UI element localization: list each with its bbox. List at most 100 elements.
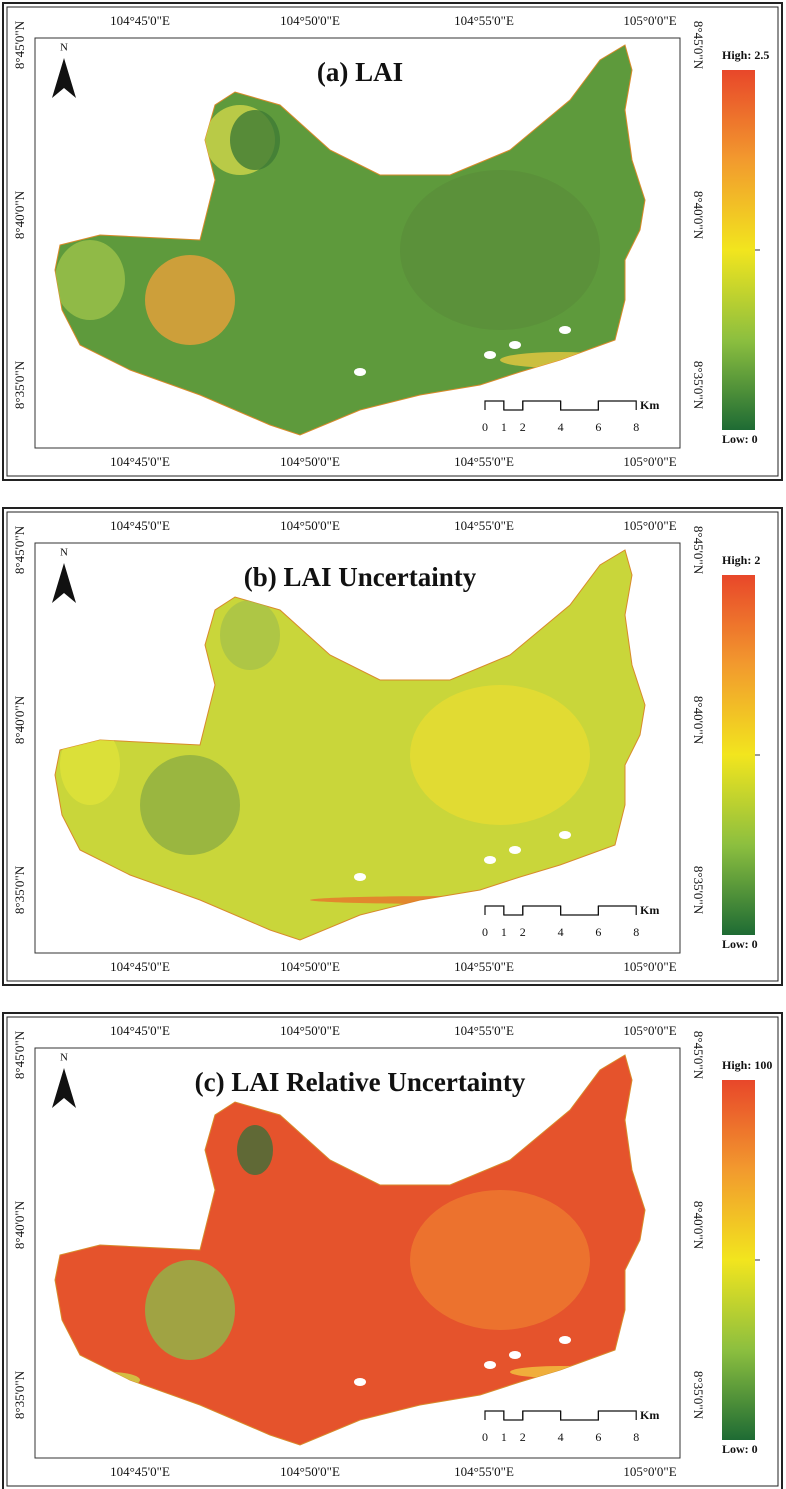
lon-label-bottom: 104°45'0"E: [110, 1464, 170, 1479]
lon-label-top: 104°55'0"E: [454, 1023, 514, 1038]
lat-label-left: 8°45'0"N: [12, 1030, 27, 1079]
figure: 104°45'0"E 104°45'0"E 104°50'0"E 104°50'0"E…: [0, 0, 786, 1489]
panel-title: (a) LAI: [317, 57, 403, 87]
lon-label-bottom: 104°50'0"E: [280, 454, 340, 469]
lon-label-top: 105°0'0"E: [623, 13, 676, 28]
lat-label-left: 8°40'0"N: [12, 695, 27, 744]
scale-label: 8: [633, 925, 639, 939]
lat-label-right: 8°35'0"N: [691, 1371, 706, 1420]
lon-label-top: 104°55'0"E: [454, 518, 514, 533]
raster-patch: [145, 255, 235, 345]
no-data: [484, 351, 496, 359]
lat-label-right: 8°35'0"N: [691, 866, 706, 915]
lat-label-right: 8°45'0"N: [691, 526, 706, 575]
legend-low: Low: 0: [722, 937, 758, 951]
legend-bar: [722, 1080, 755, 1440]
raster-patch: [400, 170, 600, 330]
north-label: N: [60, 547, 68, 559]
lat-label-left: 8°45'0"N: [12, 525, 27, 574]
map-panel: 104°45'0"E 104°45'0"E 104°50'0"E 104°50'0"E…: [3, 3, 782, 480]
raster-patch: [220, 600, 280, 670]
no-data: [354, 368, 366, 376]
no-data: [559, 326, 571, 334]
no-data: [354, 1378, 366, 1386]
lat-label-left: 8°35'0"N: [12, 865, 27, 914]
no-data: [484, 1361, 496, 1369]
lon-label-top: 104°50'0"E: [280, 13, 340, 28]
legend-bar: [722, 70, 755, 430]
raster-patch: [230, 110, 280, 170]
scale-label: 0: [482, 925, 488, 939]
north-label: N: [60, 42, 68, 54]
legend-high: High: 2.5: [722, 48, 769, 62]
scale-unit: Km: [640, 398, 659, 412]
no-data: [509, 1351, 521, 1359]
lat-label-left: 8°40'0"N: [12, 1200, 27, 1249]
lon-label-bottom: 104°45'0"E: [110, 959, 170, 974]
scale-label: 6: [595, 420, 601, 434]
lat-label-left: 8°35'0"N: [12, 1370, 27, 1419]
lon-label-top: 104°50'0"E: [280, 518, 340, 533]
lon-label-bottom: 105°0'0"E: [623, 959, 676, 974]
lon-label-top: 104°45'0"E: [110, 1023, 170, 1038]
no-data: [509, 846, 521, 854]
legend-high: High: 2: [722, 553, 760, 567]
no-data: [354, 873, 366, 881]
raster-patch: [145, 1260, 235, 1360]
legend-high: High: 100: [722, 1058, 772, 1072]
raster-patch: [55, 240, 125, 320]
lat-label-left: 8°45'0"N: [12, 20, 27, 69]
lon-label-bottom: 104°55'0"E: [454, 454, 514, 469]
scale-unit: Km: [640, 1408, 659, 1422]
lon-label-bottom: 104°55'0"E: [454, 1464, 514, 1479]
lat-label-right: 8°40'0"N: [691, 1201, 706, 1250]
lon-label-top: 105°0'0"E: [623, 1023, 676, 1038]
lon-label-top: 105°0'0"E: [623, 518, 676, 533]
map-panel: 104°45'0"E 104°45'0"E 104°50'0"E 104°50'0"E…: [3, 508, 782, 985]
lon-label-top: 104°45'0"E: [110, 518, 170, 533]
lat-label-right: 8°45'0"N: [691, 21, 706, 70]
scale-label: 2: [520, 420, 526, 434]
legend-low: Low: 0: [722, 1442, 758, 1456]
lat-label-left: 8°35'0"N: [12, 360, 27, 409]
lon-label-top: 104°50'0"E: [280, 1023, 340, 1038]
lat-label-right: 8°35'0"N: [691, 361, 706, 410]
no-data: [484, 856, 496, 864]
lat-label-right: 8°45'0"N: [691, 1031, 706, 1080]
scale-unit: Km: [640, 903, 659, 917]
lon-label-top: 104°45'0"E: [110, 13, 170, 28]
no-data: [509, 341, 521, 349]
scale-label: 4: [558, 420, 564, 434]
legend-bar: [722, 575, 755, 935]
raster-patch: [410, 1190, 590, 1330]
scale-label: 1: [501, 1430, 507, 1444]
scale-label: 2: [520, 925, 526, 939]
scale-label: 6: [595, 925, 601, 939]
raster-patch: [237, 1125, 273, 1175]
lon-label-bottom: 104°50'0"E: [280, 1464, 340, 1479]
scale-label: 6: [595, 1430, 601, 1444]
scale-label: 1: [501, 420, 507, 434]
map-panel: 104°45'0"E 104°45'0"E 104°50'0"E 104°50'0"E…: [3, 1013, 782, 1489]
scale-label: 8: [633, 1430, 639, 1444]
raster-patch: [140, 755, 240, 855]
lon-label-bottom: 104°45'0"E: [110, 454, 170, 469]
scale-label: 4: [558, 925, 564, 939]
lat-label-right: 8°40'0"N: [691, 696, 706, 745]
lon-label-bottom: 105°0'0"E: [623, 454, 676, 469]
lat-label-right: 8°40'0"N: [691, 191, 706, 240]
legend-low: Low: 0: [722, 432, 758, 446]
no-data: [559, 831, 571, 839]
scale-label: 1: [501, 925, 507, 939]
no-data: [559, 1336, 571, 1344]
lon-label-top: 104°55'0"E: [454, 13, 514, 28]
raster-patch: [410, 685, 590, 825]
lon-label-bottom: 104°55'0"E: [454, 959, 514, 974]
panel-title: (b) LAI Uncertainty: [244, 562, 477, 592]
panel-title: (c) LAI Relative Uncertainty: [195, 1067, 526, 1097]
scale-label: 0: [482, 420, 488, 434]
lat-label-left: 8°40'0"N: [12, 190, 27, 239]
scale-label: 4: [558, 1430, 564, 1444]
lon-label-bottom: 104°50'0"E: [280, 959, 340, 974]
lon-label-bottom: 105°0'0"E: [623, 1464, 676, 1479]
